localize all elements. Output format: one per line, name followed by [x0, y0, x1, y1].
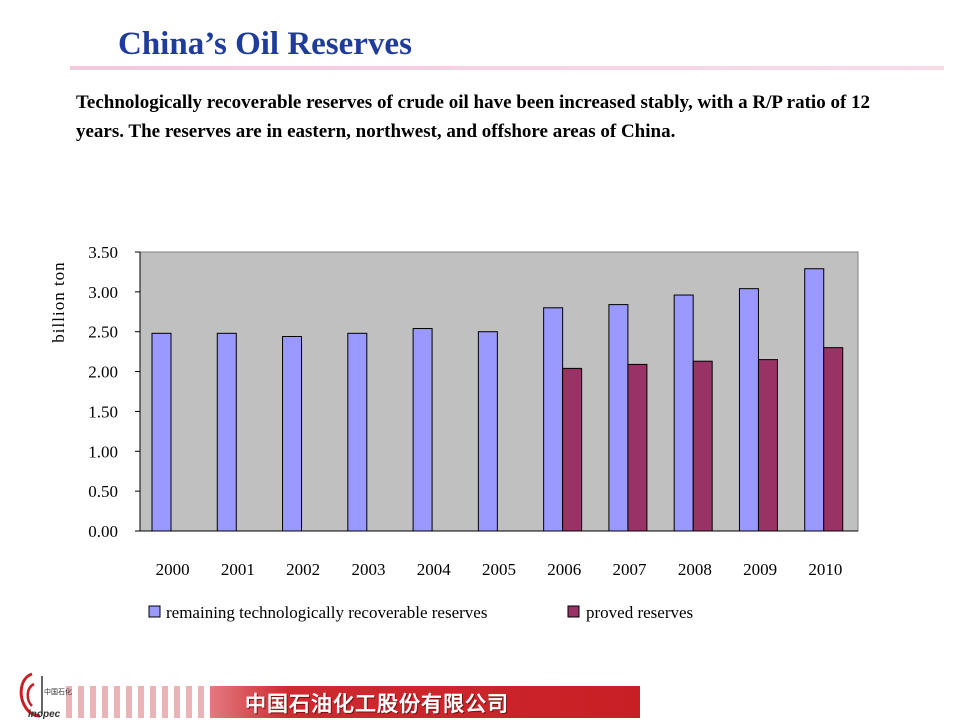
bar-proved	[757, 359, 778, 532]
y-tick-label: 0.00	[88, 522, 118, 541]
bar-remaining	[738, 288, 759, 532]
bar-remaining	[282, 335, 303, 532]
bar-remaining	[216, 332, 237, 532]
bar-remaining	[673, 294, 694, 532]
x-tick-label: 2006	[547, 560, 581, 579]
bar-proved	[627, 363, 648, 532]
bar-proved	[562, 367, 583, 532]
x-tick-label: 2004	[417, 560, 452, 579]
x-tick-label: 2002	[286, 560, 320, 579]
footer-red-bar	[210, 686, 640, 718]
svg-text:中国石化: 中国石化	[44, 687, 72, 696]
title-underline	[70, 66, 944, 70]
bar-proved	[692, 360, 713, 532]
y-tick-label: 3.50	[88, 243, 118, 262]
slide-title: China’s Oil Reserves	[118, 26, 412, 62]
legend-swatch-proved	[567, 605, 580, 618]
x-tick-label: 2005	[482, 560, 516, 579]
legend-label-remaining: remaining technologically recoverable re…	[166, 603, 487, 622]
x-tick-label: 2007	[613, 560, 648, 579]
x-tick-label: 2008	[678, 560, 712, 579]
bar-remaining	[151, 332, 172, 532]
x-tick-label: 2003	[351, 560, 385, 579]
x-tick-label: 2010	[808, 560, 842, 579]
reserves-bar-chart: 0.00 0.50 1.00 1.50 2.00 2.50 3.00 3.50 billion …	[49, 243, 859, 622]
bar-proved	[823, 347, 844, 532]
y-tick-label: 0.50	[88, 482, 118, 501]
footer-band	[0, 686, 640, 718]
bar-remaining	[477, 331, 498, 532]
y-tick-label: 2.00	[88, 363, 118, 382]
svg-text:inopec: inopec	[28, 709, 61, 720]
x-tick-label: 2000	[156, 560, 190, 579]
sinopec-logo-icon: 中国石化 inopec	[19, 672, 72, 720]
bar-remaining	[347, 332, 368, 532]
legend-swatch-remaining	[148, 605, 161, 618]
footer-stripes	[60, 686, 230, 718]
x-tick-label: 2009	[743, 560, 777, 579]
y-axis-title: billion ton	[49, 261, 68, 342]
bar-remaining	[608, 304, 629, 532]
bar-remaining	[543, 307, 564, 532]
intro-text: Technologically recoverable reserves of …	[76, 92, 871, 142]
y-tick-label: 3.00	[88, 283, 118, 302]
legend-label-proved: proved reserves	[586, 603, 693, 622]
y-tick-label: 1.50	[88, 402, 118, 421]
y-tick-label: 1.00	[88, 442, 118, 461]
x-tick-label: 2001	[221, 560, 255, 579]
bar-remaining	[412, 328, 433, 532]
company-name: 中国石油化工股份有限公司	[245, 692, 509, 716]
bar-remaining	[804, 268, 825, 532]
y-tick-label: 2.50	[88, 323, 118, 342]
plot-area	[139, 251, 859, 532]
